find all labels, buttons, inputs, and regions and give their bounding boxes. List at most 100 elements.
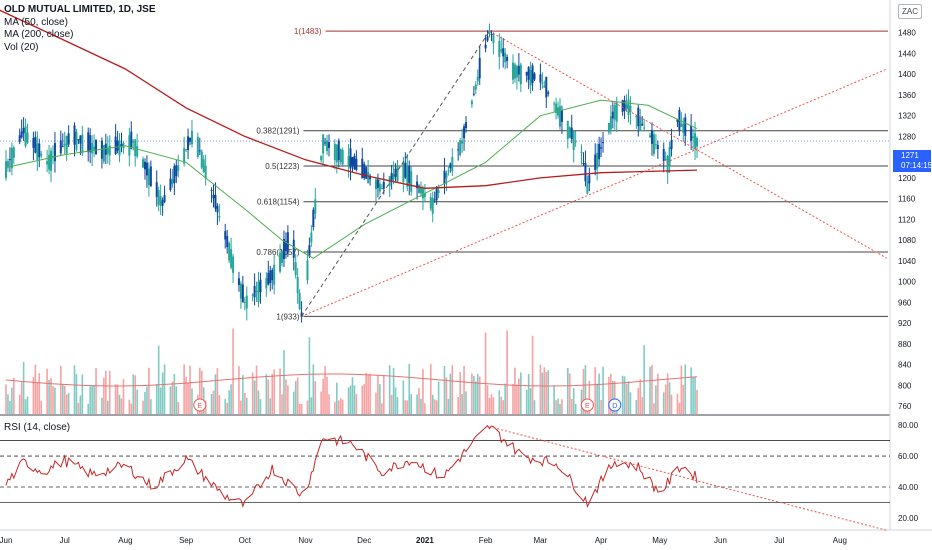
volume-bar <box>516 384 518 414</box>
candle-body <box>24 126 27 147</box>
volume-bar <box>326 376 328 414</box>
candle-body <box>529 69 532 86</box>
volume-bar <box>506 330 508 414</box>
volume-bar <box>13 377 15 414</box>
volume-bar <box>657 373 659 414</box>
rsi-line <box>5 424 698 509</box>
candle-body <box>416 181 419 189</box>
volume-bar <box>692 377 694 414</box>
candle-body <box>173 166 176 183</box>
time-tick-label: Feb <box>479 536 493 545</box>
candle-body <box>108 145 111 156</box>
volume-bar <box>555 400 557 414</box>
candle-body <box>511 62 514 80</box>
candle-body <box>600 147 603 149</box>
rsi-legend[interactable]: RSI (14, close) <box>4 422 71 433</box>
volume-bar <box>336 382 338 414</box>
currency-badge[interactable]: ZAC <box>898 4 922 19</box>
candle-body <box>46 161 49 165</box>
volume-bar <box>680 365 683 414</box>
volume-bar <box>34 364 37 414</box>
volume-bar <box>287 385 289 414</box>
volume-bar <box>463 366 465 414</box>
time-tick-label: Jun <box>714 536 727 545</box>
candle-body <box>349 148 352 169</box>
candle-body <box>666 155 669 173</box>
volume-bar <box>416 394 418 414</box>
candle-body <box>171 179 174 185</box>
volume-bar <box>308 337 311 414</box>
volume-bar <box>598 373 600 414</box>
volume-bar <box>38 373 41 414</box>
candle-body <box>75 131 78 150</box>
candle-body <box>271 270 274 281</box>
volume-bar <box>230 384 232 414</box>
candle-body <box>378 183 381 192</box>
candle-body <box>484 44 487 49</box>
candle-body <box>402 162 405 182</box>
candle-body <box>87 132 90 153</box>
symbol-title[interactable]: OLD MUTUAL LIMITED, 1D, JSE <box>4 4 156 15</box>
volume-bar <box>337 400 340 414</box>
candle-body <box>613 105 616 120</box>
candle-body <box>226 236 229 248</box>
candle-body <box>155 182 158 197</box>
volume-bar <box>465 391 467 414</box>
candle-body <box>376 179 379 189</box>
ma50-legend[interactable]: MA (50, close) <box>4 16 68 28</box>
volume-bar <box>214 374 217 414</box>
volume-bar <box>582 369 585 414</box>
volume-bar <box>612 380 614 414</box>
candle-body <box>34 136 37 153</box>
volume-bar <box>60 365 62 414</box>
event-marker-circle <box>580 398 594 412</box>
volume-bar <box>61 384 64 414</box>
volume-bar <box>547 370 550 414</box>
volume-bar <box>422 369 424 414</box>
volume-legend[interactable]: Vol (20) <box>4 41 39 53</box>
volume-bar <box>32 377 35 414</box>
candle-body <box>635 116 638 118</box>
candle-body <box>392 173 395 180</box>
candle-body <box>327 142 330 148</box>
price-tick-label: 1200 <box>898 174 916 183</box>
candle-body <box>519 64 522 85</box>
volume-bar <box>312 364 315 414</box>
volume-bar <box>142 400 144 414</box>
candle-body <box>177 165 180 171</box>
candle-body <box>543 85 546 88</box>
trend-line <box>301 68 888 317</box>
candle-body <box>451 156 454 172</box>
event-marker-label: E <box>197 403 202 410</box>
volume-bar <box>63 385 66 414</box>
ma200-legend[interactable]: MA (200, close) <box>4 29 74 40</box>
candle-body <box>527 66 530 80</box>
candle-body <box>77 139 80 141</box>
volume-bar <box>678 402 681 414</box>
candle-body <box>470 100 473 105</box>
volume-bar <box>105 370 107 414</box>
volume-bar <box>114 384 117 414</box>
volume-bar <box>690 367 692 414</box>
volume-bar <box>314 381 317 414</box>
volume-bar <box>173 373 176 414</box>
volume-bar <box>224 398 227 414</box>
candle-body <box>106 147 109 154</box>
time-tick-label: 2021 <box>416 536 434 545</box>
volume-bar <box>324 366 326 414</box>
time-tick-label: Apr <box>595 536 608 545</box>
fib-level-label: 0.5(1223) <box>265 162 300 171</box>
candle-body <box>423 193 426 197</box>
candle-body <box>175 165 178 177</box>
candle-body <box>159 195 162 206</box>
candle-body <box>312 209 315 228</box>
candle-body <box>490 33 493 35</box>
volume-bar <box>300 403 303 414</box>
volume-bar <box>447 398 450 414</box>
volume-bar <box>93 385 95 414</box>
volume-bar <box>244 392 246 414</box>
volume-bar <box>189 365 191 414</box>
candle-body <box>500 49 503 52</box>
candle-body <box>169 178 172 190</box>
